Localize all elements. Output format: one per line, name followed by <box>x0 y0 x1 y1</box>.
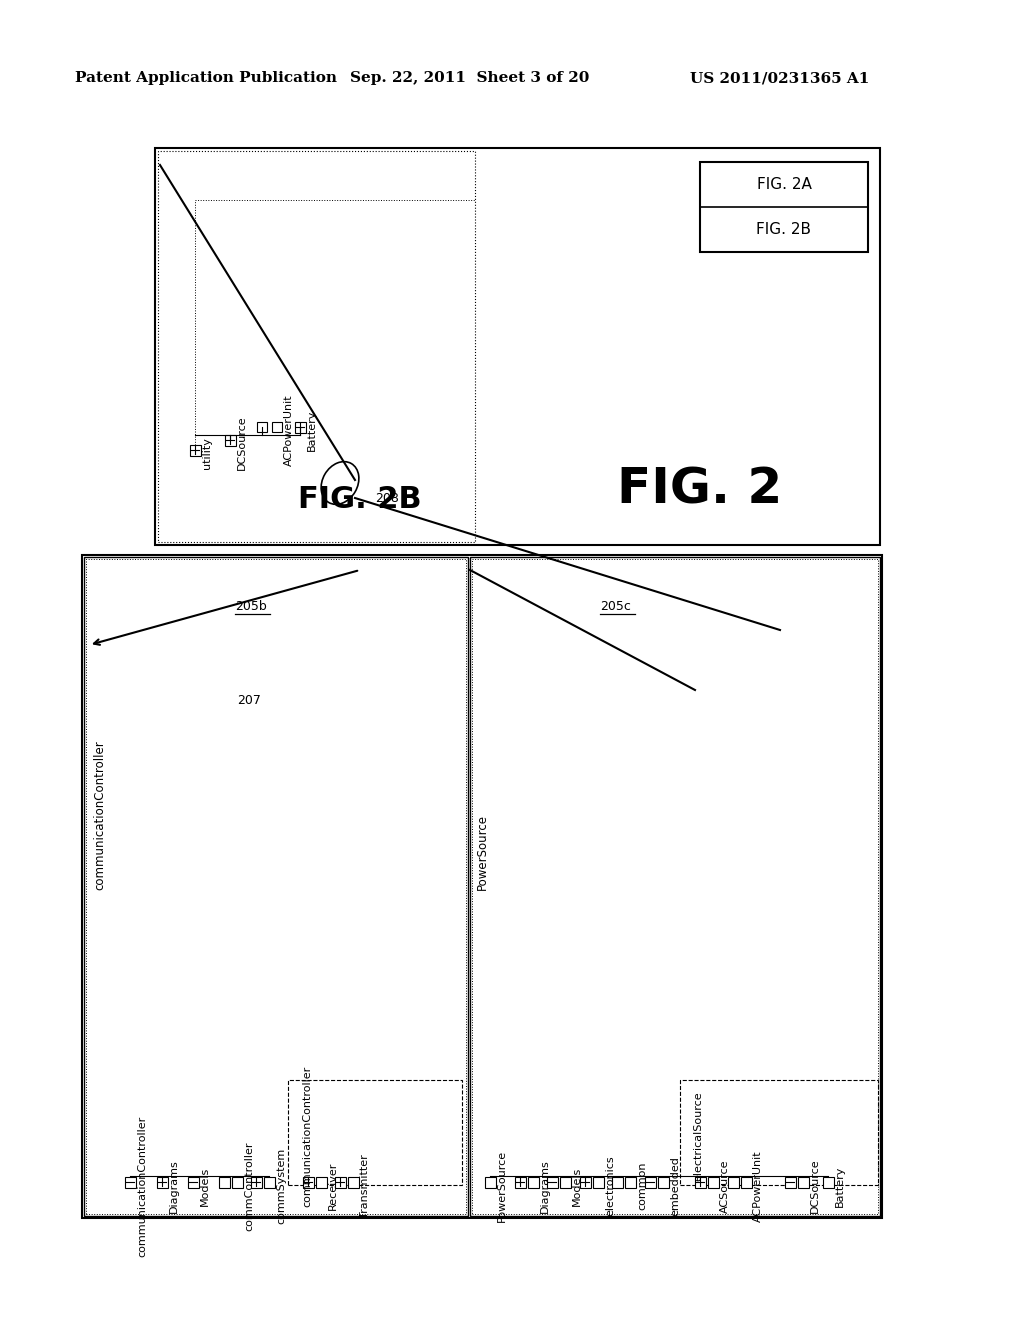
Bar <box>470 557 880 1216</box>
Bar <box>288 1080 462 1185</box>
Text: electricalSource: electricalSource <box>693 1092 703 1181</box>
Bar <box>335 1176 345 1188</box>
Bar <box>302 1176 313 1188</box>
Bar <box>694 1176 706 1188</box>
Text: DCSource: DCSource <box>810 1159 820 1213</box>
Text: common: common <box>637 1162 647 1210</box>
Bar <box>158 150 475 543</box>
Bar <box>82 554 882 1218</box>
Text: Patent Application Publication: Patent Application Publication <box>75 71 337 84</box>
Bar <box>644 1176 655 1188</box>
Text: Models: Models <box>572 1167 582 1205</box>
Text: 208: 208 <box>375 491 399 504</box>
Bar <box>157 1176 168 1188</box>
Bar <box>727 1176 738 1188</box>
Bar <box>484 1176 496 1188</box>
Bar <box>272 422 282 432</box>
Bar <box>593 1176 603 1188</box>
Bar <box>315 1176 327 1188</box>
Text: FIG. 2B: FIG. 2B <box>757 222 811 238</box>
Text: Diagrams: Diagrams <box>169 1159 179 1213</box>
Text: Sep. 22, 2011  Sheet 3 of 20: Sep. 22, 2011 Sheet 3 of 20 <box>350 71 590 84</box>
Bar <box>708 1176 719 1188</box>
Text: PowerSource: PowerSource <box>497 1150 507 1222</box>
Text: ACPowerUnit: ACPowerUnit <box>753 1150 763 1222</box>
Bar <box>514 1176 525 1188</box>
Text: utility: utility <box>202 437 212 469</box>
Text: commSystem: commSystem <box>276 1148 286 1224</box>
Text: Receiver: Receiver <box>328 1162 338 1210</box>
Bar <box>218 1176 229 1188</box>
Text: DCSource: DCSource <box>237 416 247 470</box>
Bar <box>798 1176 809 1188</box>
Text: commController: commController <box>244 1142 254 1230</box>
Bar <box>224 434 236 446</box>
Text: ACPowerUnit: ACPowerUnit <box>284 395 294 466</box>
Bar <box>740 1176 752 1188</box>
Bar <box>231 1176 243 1188</box>
Bar <box>822 1176 834 1188</box>
Text: communicationController: communicationController <box>93 741 106 890</box>
Bar <box>251 1176 261 1188</box>
Bar <box>257 422 267 432</box>
Bar <box>547 1176 557 1188</box>
Bar <box>84 557 468 1216</box>
Text: 205b: 205b <box>234 601 266 614</box>
Bar <box>657 1176 669 1188</box>
Text: communicationController: communicationController <box>302 1065 312 1206</box>
Text: 205c: 205c <box>600 601 631 614</box>
Text: communicationController: communicationController <box>137 1115 147 1257</box>
Text: FIG. 2: FIG. 2 <box>617 466 782 513</box>
Text: Battery: Battery <box>307 409 317 450</box>
Text: FIG. 2B: FIG. 2B <box>298 486 422 515</box>
Bar <box>86 558 466 1214</box>
Text: Models: Models <box>200 1167 210 1205</box>
Bar <box>559 1176 570 1188</box>
Bar <box>680 1080 878 1185</box>
Text: Diagrams: Diagrams <box>540 1159 550 1213</box>
Text: embedded: embedded <box>670 1156 680 1216</box>
Bar <box>347 1176 358 1188</box>
Text: Battery: Battery <box>835 1166 845 1206</box>
Bar <box>189 445 201 455</box>
Text: PowerSource: PowerSource <box>475 814 488 890</box>
Text: electronics: electronics <box>605 1156 615 1216</box>
Bar <box>625 1176 636 1188</box>
Bar <box>784 1176 796 1188</box>
Bar <box>263 1176 274 1188</box>
Text: Transmitter: Transmitter <box>360 1154 370 1218</box>
Bar <box>472 558 878 1214</box>
Bar <box>580 1176 591 1188</box>
Text: US 2011/0231365 A1: US 2011/0231365 A1 <box>690 71 869 84</box>
Bar <box>611 1176 623 1188</box>
Text: 207: 207 <box>237 693 261 706</box>
Bar <box>125 1176 135 1188</box>
Text: FIG. 2A: FIG. 2A <box>757 177 811 191</box>
Bar <box>527 1176 539 1188</box>
Bar <box>295 421 305 433</box>
Bar <box>155 148 880 545</box>
Bar <box>187 1176 199 1188</box>
Text: ACSource: ACSource <box>720 1159 730 1213</box>
Bar <box>700 162 868 252</box>
